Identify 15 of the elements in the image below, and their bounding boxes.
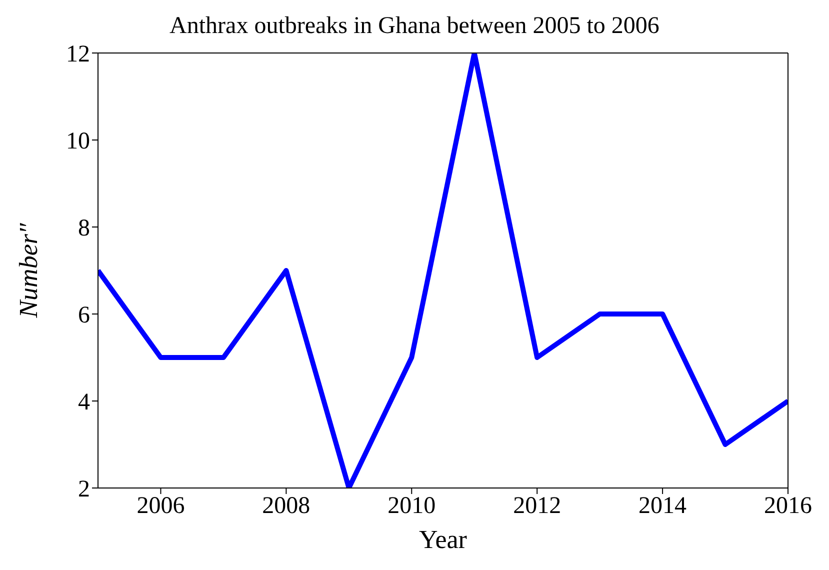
x-tick-label: 2016 <box>764 493 812 520</box>
x-axis-title: Year <box>419 525 468 554</box>
x-tick-label: 2006 <box>136 493 185 520</box>
y-tick-label: 2 <box>78 476 90 503</box>
x-tick-label: 2010 <box>388 493 436 520</box>
x-tick-label: 2008 <box>262 493 310 520</box>
x-tick-label: 2012 <box>513 493 562 520</box>
y-tick-label: 8 <box>78 216 90 242</box>
y-tick-label: 10 <box>66 128 90 155</box>
y-axis-title: Number″ <box>14 222 44 319</box>
y-tick-label: 4 <box>78 390 90 416</box>
y-tick-label: 12 <box>66 42 90 68</box>
chart-title: Anthrax outbreaks in Ghana between 2005 to 2006 <box>170 13 660 39</box>
x-tick-label: 2014 <box>638 493 687 520</box>
y-tick-label: 6 <box>78 302 90 329</box>
